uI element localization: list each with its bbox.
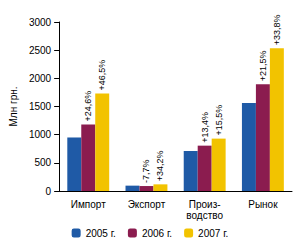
svg-text:2007 г.: 2007 г. (198, 228, 228, 239)
svg-text:+21,5%: +21,5% (258, 50, 268, 81)
svg-text:+15,5%: +15,5% (214, 105, 224, 136)
svg-text:1000: 1000 (29, 129, 52, 140)
svg-text:+24,6%: +24,6% (83, 91, 93, 122)
svg-text:Произ-: Произ- (189, 199, 221, 210)
svg-text:водство: водство (186, 210, 223, 221)
svg-text:2500: 2500 (29, 45, 52, 56)
svg-text:Импорт: Импорт (71, 199, 106, 210)
svg-text:+34,2%: +34,2% (155, 151, 165, 182)
svg-text:3000: 3000 (29, 17, 52, 28)
svg-text:2006 г.: 2006 г. (142, 228, 172, 239)
svg-text:Экспорт: Экспорт (128, 199, 166, 210)
svg-text:-7,7%: -7,7% (141, 160, 151, 184)
svg-text:+13,4%: +13,4% (200, 112, 210, 143)
svg-text:2000: 2000 (29, 73, 52, 84)
svg-text:2005 г.: 2005 г. (86, 228, 116, 239)
svg-text:500: 500 (34, 157, 51, 168)
svg-text:+33,8%: +33,8% (272, 14, 282, 45)
svg-text:0: 0 (46, 186, 52, 197)
svg-text:+46,5%: +46,5% (97, 60, 107, 91)
svg-text:Млн грн.: Млн грн. (8, 87, 19, 127)
svg-text:1500: 1500 (29, 101, 52, 112)
svg-text:Рынок: Рынок (248, 199, 278, 210)
